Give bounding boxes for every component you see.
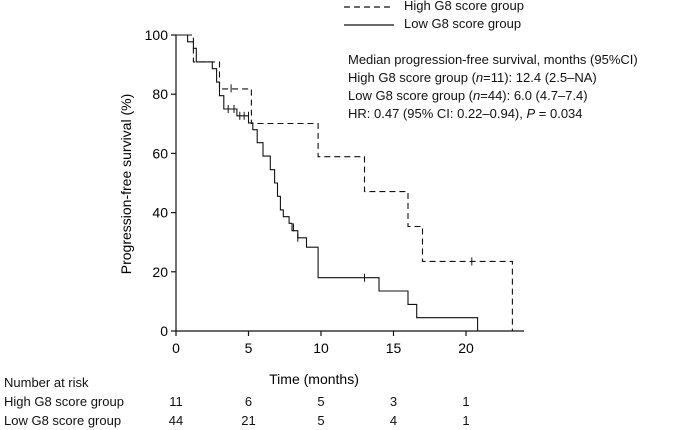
hr-text: HR: 0.47 (95% CI: 0.22–0.94),	[348, 106, 527, 121]
risk-table-title: Number at risk	[4, 375, 89, 390]
risk-value-low-1: 21	[241, 413, 256, 428]
series-layer	[176, 34, 513, 331]
legend-lines	[344, 6, 394, 26]
y-tick-label-20: 20	[152, 264, 168, 280]
y-tick-label-60: 60	[152, 145, 168, 161]
p-value: = 0.034	[535, 106, 583, 121]
y-tick-label-0: 0	[160, 323, 168, 339]
median-low-prefix: Low G8 score group (	[348, 88, 474, 103]
median-high-suffix: =11): 12.4 (2.5–NA)	[483, 70, 597, 85]
median-low-line: Low G8 score group (n=44): 6.0 (4.7–7.4)	[348, 88, 588, 103]
tick-marks: 0 20 40 60 80 100 0 5 10 15 20	[145, 27, 474, 356]
p-label: P	[526, 106, 536, 121]
hr-line: HR: 0.47 (95% CI: 0.22–0.94), P = 0.034	[348, 106, 583, 121]
risk-value-high-4: 1	[462, 394, 470, 409]
risk-value-low-4: 1	[462, 413, 470, 428]
risk-row-low-label: Low G8 score group	[4, 413, 122, 428]
risk-value-low-2: 5	[317, 413, 325, 428]
risk-value-high-2: 5	[317, 394, 325, 409]
risk-value-high-0: 11	[169, 394, 183, 409]
x-tick-label-20: 20	[458, 340, 474, 356]
legend-high-label: High G8 score group	[404, 0, 524, 13]
x-tick-label-10: 10	[313, 340, 329, 356]
legend-low-label: Low G8 score group	[404, 16, 522, 31]
median-high-prefix: High G8 score group (	[348, 70, 476, 85]
risk-value-low-0: 44	[168, 413, 184, 428]
median-low-n: n	[473, 88, 481, 103]
risk-row-high-label: High G8 score group	[4, 394, 124, 409]
median-high-n: n	[475, 70, 484, 85]
y-tick-label-80: 80	[152, 86, 168, 102]
y-tick-label-100: 100	[145, 27, 169, 43]
risk-value-high-1: 6	[244, 394, 253, 409]
x-tick-label-5: 5	[245, 340, 253, 356]
x-tick-label-0: 0	[172, 340, 180, 356]
x-tick-label-15: 15	[386, 340, 402, 356]
median-title: Median progression-free survival, months…	[348, 52, 638, 67]
y-tick-label-40: 40	[152, 205, 168, 221]
median-low-suffix: =44): 6.0 (4.7–7.4)	[480, 88, 588, 103]
median-high-line: High G8 score group (n=11): 12.4 (2.5–NA…	[348, 70, 597, 85]
y-axis-label: Progression-free survival (%)	[118, 94, 134, 275]
risk-value-low-3: 4	[389, 413, 398, 428]
risk-value-high-3: 3	[389, 394, 398, 409]
x-axis-label: Time (months)	[269, 371, 359, 387]
series-line-low	[176, 34, 479, 331]
